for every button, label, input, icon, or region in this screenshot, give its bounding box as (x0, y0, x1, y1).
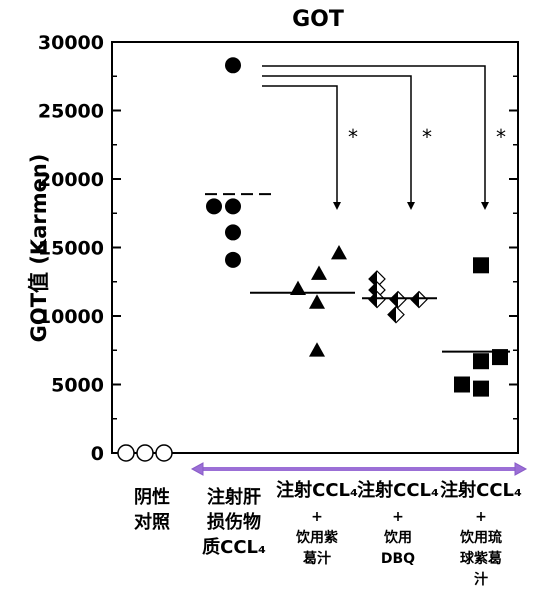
group-2-label-line: 质CCL₄ (202, 537, 266, 558)
data-point-diamond-fill (369, 271, 377, 288)
group-5-label-line: 汁 (474, 571, 488, 588)
significance-star: * (496, 125, 506, 149)
data-point-triangle (309, 294, 325, 309)
y-tick-label: 0 (91, 443, 104, 465)
y-tick-label: 5000 (51, 375, 104, 397)
group-4-marks (362, 270, 437, 324)
group-3-marks (250, 244, 355, 357)
group-4-label-line: + (392, 509, 404, 525)
data-marks (117, 57, 510, 462)
group-5-marks (442, 257, 510, 397)
data-point-square (492, 349, 508, 366)
y-tick-label: 15000 (38, 238, 104, 260)
y-axis-label: GOT值 (Karmen) (27, 154, 51, 343)
data-point-triangle (311, 265, 327, 280)
data-point-circle (225, 251, 241, 268)
data-point-triangle (290, 280, 306, 295)
data-point-diamond-fill (411, 291, 419, 308)
data-point-circle-open (136, 444, 154, 462)
data-point-circle (225, 57, 241, 74)
significance-line (262, 65, 486, 203)
plot-area: 0 5000 10000 15000 20000 25000 30000 (38, 32, 519, 465)
data-point-circle (225, 198, 241, 215)
data-point-circle (225, 224, 241, 241)
group-3-label-line: 饮用紫 (295, 529, 338, 546)
data-point-square (473, 353, 489, 370)
significance-line (262, 75, 412, 203)
group-5-label-line: 饮用琉 (459, 529, 502, 546)
data-point-square (454, 376, 470, 393)
arrow-head-right (514, 462, 528, 476)
data-point-circle (206, 198, 222, 215)
group-2-label-line: 注射肝 (207, 486, 261, 508)
group-1-label-line: 阴性 (134, 486, 170, 508)
y-tick-label: 30000 (38, 32, 104, 54)
group-1-label-line: 对照 (134, 511, 170, 533)
group-5-label-line: + (475, 509, 487, 525)
group-3-label-line: 注射CCL₄ (276, 479, 358, 501)
significance-arrowhead (407, 202, 415, 210)
group-2-label-line: 损伤物 (207, 511, 261, 533)
y-tick-label: 25000 (38, 101, 104, 123)
data-point-diamond-fill (390, 291, 398, 308)
group-5-label-line: 注射CCL₄ (440, 479, 522, 501)
group-4-label-line: 饮用 (383, 529, 412, 546)
significance-arrowhead (333, 202, 341, 210)
data-point-circle-open (117, 444, 135, 462)
significance-line (262, 85, 338, 203)
significance-star: * (348, 125, 358, 149)
group-1-marks (117, 444, 173, 462)
group-4-label-line: 注射CCL₄ (357, 479, 439, 501)
data-point-triangle (309, 342, 325, 357)
group-3-label-line: 葛汁 (302, 550, 331, 567)
y-tick-label: 10000 (38, 306, 104, 328)
data-point-diamond-fill (388, 306, 396, 323)
chart-title: GOT (292, 7, 344, 32)
significance-arrowhead (481, 202, 489, 210)
group-2-marks (205, 57, 272, 268)
significance-star: * (422, 125, 432, 149)
data-point-triangle (331, 244, 347, 260)
group-5-label-line: 球紫葛 (460, 550, 502, 567)
data-point-diamond-fill (369, 291, 377, 308)
data-point-circle-open (155, 444, 173, 462)
arrow-head-left (190, 462, 204, 476)
y-tick-label: 20000 (38, 169, 104, 191)
significance-connectors: * * * (262, 65, 506, 210)
group-4-label-line: DBQ (381, 551, 415, 567)
data-point-square (473, 380, 489, 397)
data-point-square (473, 257, 489, 274)
group-3-label-line: + (311, 509, 323, 525)
